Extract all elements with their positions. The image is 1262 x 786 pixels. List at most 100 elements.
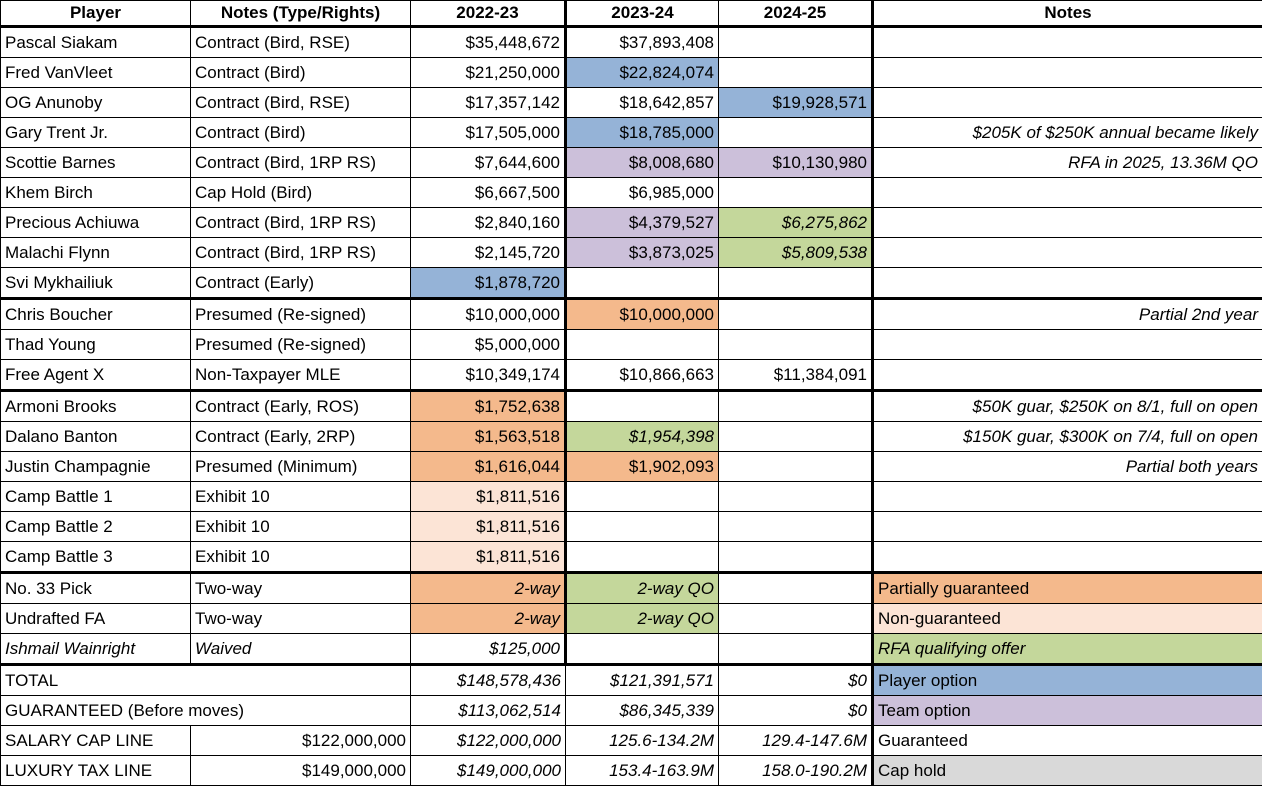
cell-player[interactable]: GUARANTEED (Before moves)	[0, 695, 411, 726]
cell-type-rights[interactable]: Contract (Early, 2RP)	[190, 421, 411, 452]
cell-salary-2024-25[interactable]: $0	[718, 663, 873, 696]
cell-notes[interactable]	[871, 177, 1262, 208]
cell-player[interactable]: Camp Battle 2	[0, 511, 191, 542]
cell-salary-2022-23[interactable]: $148,578,436	[410, 663, 566, 696]
cell-salary-2024-25[interactable]: $0	[718, 695, 873, 726]
header-player[interactable]: Player	[0, 0, 191, 28]
cell-salary-2023-24[interactable]: 125.6-134.2M	[565, 725, 719, 756]
cell-player[interactable]: Camp Battle 1	[0, 481, 191, 512]
cell-salary-2023-24[interactable]: 153.4-163.9M	[565, 755, 719, 786]
cell-type-rights[interactable]: $149,000,000	[190, 755, 411, 786]
cell-salary-2022-23[interactable]: $122,000,000	[410, 725, 566, 756]
legend-cell[interactable]: Guaranteed	[871, 725, 1262, 756]
cell-salary-2022-23[interactable]: $1,878,720	[410, 267, 566, 299]
cell-salary-2023-24[interactable]: $1,902,093	[564, 451, 719, 482]
cell-player[interactable]: No. 33 Pick	[0, 571, 191, 604]
cell-player[interactable]: Justin Champagnie	[0, 451, 191, 482]
cell-salary-2023-24[interactable]: $18,642,857	[564, 87, 719, 118]
cell-type-rights[interactable]: Two-way	[190, 571, 411, 604]
cell-type-rights[interactable]: Exhibit 10	[190, 481, 411, 512]
cell-salary-2023-24[interactable]: $10,866,663	[564, 359, 719, 391]
cell-player[interactable]: Malachi Flynn	[0, 237, 191, 268]
legend-cell[interactable]: Non-guaranteed	[871, 603, 1262, 634]
cell-salary-2022-23[interactable]: $113,062,514	[410, 695, 566, 726]
cell-notes[interactable]	[871, 329, 1262, 360]
cell-player[interactable]: Khem Birch	[0, 177, 191, 208]
cell-salary-2023-24[interactable]: $8,008,680	[564, 147, 719, 178]
cell-salary-2024-25[interactable]	[718, 57, 873, 88]
cell-notes[interactable]	[871, 87, 1262, 118]
cell-salary-2024-25[interactable]	[718, 603, 873, 634]
cell-salary-2024-25[interactable]	[718, 26, 873, 58]
cell-salary-2022-23[interactable]: $1,811,516	[410, 481, 566, 512]
cell-salary-2022-23[interactable]: $7,644,600	[410, 147, 566, 178]
cell-salary-2024-25[interactable]	[718, 451, 873, 482]
cell-player[interactable]: SALARY CAP LINE	[0, 725, 191, 756]
cell-type-rights[interactable]: Cap Hold (Bird)	[190, 177, 411, 208]
cell-player[interactable]: Thad Young	[0, 329, 191, 360]
cell-salary-2024-25[interactable]	[718, 329, 873, 360]
cell-salary-2023-24[interactable]: 2-way QO	[564, 603, 719, 634]
header-2022-23[interactable]: 2022-23	[410, 0, 566, 28]
cell-type-rights[interactable]: Contract (Early, ROS)	[190, 389, 411, 422]
cell-notes[interactable]: Partial both years	[871, 451, 1262, 482]
cell-salary-2022-23[interactable]: $1,811,516	[410, 541, 566, 573]
cell-type-rights[interactable]: Exhibit 10	[190, 541, 411, 573]
cell-salary-2022-23[interactable]: $17,357,142	[410, 87, 566, 118]
cell-player[interactable]: Scottie Barnes	[0, 147, 191, 178]
cell-player[interactable]: Svi Mykhailiuk	[0, 267, 191, 299]
cell-player[interactable]: Free Agent X	[0, 359, 191, 391]
cell-type-rights[interactable]: Presumed (Re-signed)	[190, 329, 411, 360]
cell-type-rights[interactable]: $122,000,000	[190, 725, 411, 756]
cell-salary-2024-25[interactable]	[718, 297, 873, 330]
legend-cell[interactable]: Cap hold	[871, 755, 1262, 786]
cell-salary-2022-23[interactable]: $1,752,638	[410, 389, 566, 422]
cell-type-rights[interactable]: Contract (Bird)	[190, 57, 411, 88]
cell-salary-2023-24[interactable]: $121,391,571	[565, 663, 719, 696]
cell-salary-2024-25[interactable]	[718, 633, 873, 665]
cell-salary-2022-23[interactable]: $10,349,174	[410, 359, 566, 391]
cell-salary-2024-25[interactable]	[718, 389, 873, 422]
cell-salary-2024-25[interactable]	[718, 117, 873, 148]
cell-salary-2022-23[interactable]: $2,145,720	[410, 237, 566, 268]
cell-salary-2022-23[interactable]: $5,000,000	[410, 329, 566, 360]
cell-salary-2024-25[interactable]: $6,275,862	[718, 207, 873, 238]
cell-notes[interactable]	[871, 511, 1262, 542]
header-notes[interactable]: Notes	[871, 0, 1262, 28]
cell-notes[interactable]: RFA in 2025, 13.36M QO	[871, 147, 1262, 178]
cell-notes[interactable]: $50K guar, $250K on 8/1, full on open	[871, 389, 1262, 422]
cell-type-rights[interactable]: Contract (Bird, 1RP RS)	[190, 237, 411, 268]
cell-type-rights[interactable]: Presumed (Minimum)	[190, 451, 411, 482]
legend-cell[interactable]: Team option	[871, 695, 1262, 726]
cell-salary-2022-23[interactable]: $21,250,000	[410, 57, 566, 88]
cell-salary-2022-23[interactable]: $1,563,518	[410, 421, 566, 452]
cell-salary-2022-23[interactable]: $149,000,000	[410, 755, 566, 786]
cell-salary-2023-24[interactable]	[564, 329, 719, 360]
cell-salary-2022-23[interactable]: $35,448,672	[410, 26, 566, 58]
cell-salary-2023-24[interactable]: $37,893,408	[564, 26, 719, 58]
cell-salary-2024-25[interactable]: 129.4-147.6M	[718, 725, 873, 756]
cell-salary-2023-24[interactable]: $3,873,025	[564, 237, 719, 268]
cell-player[interactable]: OG Anunoby	[0, 87, 191, 118]
cell-player[interactable]: Undrafted FA	[0, 603, 191, 634]
header-type-rights[interactable]: Notes (Type/Rights)	[190, 0, 411, 28]
cell-salary-2024-25[interactable]: 158.0-190.2M	[718, 755, 873, 786]
cell-type-rights[interactable]: Contract (Bird, RSE)	[190, 26, 411, 58]
cell-salary-2023-24[interactable]	[564, 481, 719, 512]
cell-type-rights[interactable]: Contract (Bird, RSE)	[190, 87, 411, 118]
cell-salary-2024-25[interactable]	[718, 267, 873, 299]
cell-salary-2023-24[interactable]: $6,985,000	[564, 177, 719, 208]
header-2023-24[interactable]: 2023-24	[564, 0, 719, 28]
cell-type-rights[interactable]: Waived	[190, 633, 411, 665]
cell-salary-2024-25[interactable]	[718, 421, 873, 452]
cell-notes[interactable]	[871, 237, 1262, 268]
cell-salary-2023-24[interactable]	[564, 389, 719, 422]
cell-type-rights[interactable]: Exhibit 10	[190, 511, 411, 542]
cell-player[interactable]: Ishmail Wainright	[0, 633, 191, 665]
cell-salary-2023-24[interactable]	[564, 511, 719, 542]
cell-notes[interactable]: $205K of $250K annual became likely	[871, 117, 1262, 148]
cell-salary-2022-23[interactable]: $1,616,044	[410, 451, 566, 482]
cell-salary-2023-24[interactable]: $10,000,000	[564, 297, 719, 330]
cell-type-rights[interactable]: Non-Taxpayer MLE	[190, 359, 411, 391]
cell-notes[interactable]	[871, 481, 1262, 512]
